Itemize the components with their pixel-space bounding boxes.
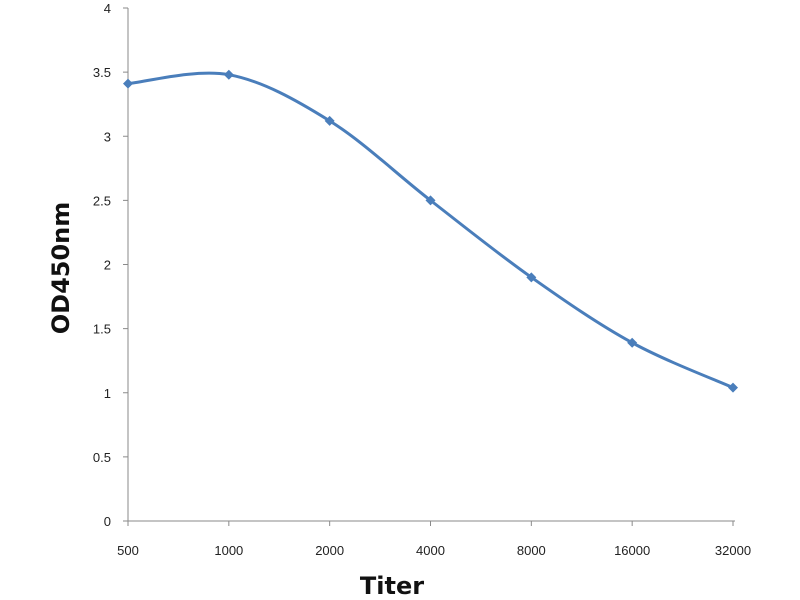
x-tick-label: 500 [117, 543, 139, 558]
x-tick-label: 4000 [416, 543, 445, 558]
x-tick-labels: 500 1000 2000 4000 8000 16000 32000 [117, 543, 751, 558]
y-tick-label: 2.5 [93, 193, 111, 208]
y-tick-label: 1.5 [93, 322, 111, 337]
y-tick-label: 3 [104, 129, 111, 144]
data-point-marker [627, 337, 638, 348]
y-axis-title: OD450nm [47, 202, 75, 335]
y-tick-label: 0 [104, 514, 111, 529]
x-tick-label: 1000 [214, 543, 243, 558]
x-tick-label: 16000 [614, 543, 650, 558]
x-tick-label: 2000 [315, 543, 344, 558]
data-point-marker [526, 272, 537, 283]
series-line [127, 71, 734, 389]
series-markers [123, 69, 738, 393]
y-tick-label: 2 [104, 258, 111, 273]
y-tick-label: 1 [104, 386, 111, 401]
data-point-marker [223, 69, 234, 80]
y-tick-label: 3.5 [93, 65, 111, 80]
x-tick-label: 32000 [715, 543, 751, 558]
data-point-marker [728, 382, 738, 393]
y-tick-label: 0.5 [93, 450, 111, 465]
x-tick-label: 8000 [517, 543, 546, 558]
data-point-marker [123, 78, 133, 89]
data-point-marker [425, 195, 436, 206]
y-tick-label: 4 [104, 1, 111, 16]
x-axis-title: Titer [360, 572, 424, 600]
axes [123, 7, 735, 526]
y-tick-labels: 0 0.5 1 1.5 2 2.5 3 3.5 4 [93, 1, 111, 529]
data-point-marker [324, 115, 335, 126]
